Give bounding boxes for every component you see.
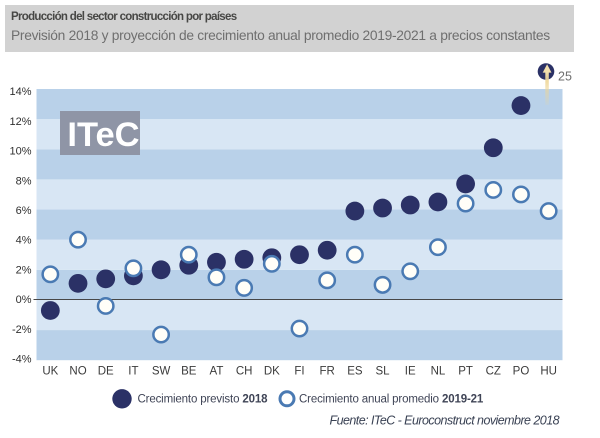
svg-text:-4%: -4%	[12, 354, 32, 366]
svg-text:PO: PO	[513, 366, 530, 378]
svg-text:SL: SL	[376, 366, 391, 378]
svg-text:Crecimiento anual promedio 201: Crecimiento anual promedio 2019-21	[299, 394, 484, 406]
svg-text:NL: NL	[431, 366, 446, 378]
svg-text:BE: BE	[181, 366, 197, 378]
svg-text:2%: 2%	[16, 264, 32, 276]
svg-text:FR: FR	[320, 366, 335, 378]
svg-text:PT: PT	[458, 366, 473, 378]
svg-text:14%: 14%	[9, 86, 31, 98]
svg-text:DE: DE	[98, 366, 114, 378]
svg-text:FI: FI	[294, 366, 304, 378]
svg-text:UK: UK	[42, 366, 58, 378]
svg-text:25: 25	[558, 70, 572, 84]
svg-text:10%: 10%	[9, 146, 31, 158]
svg-text:CH: CH	[236, 366, 253, 378]
svg-text:DK: DK	[264, 366, 280, 378]
svg-text:IT: IT	[128, 366, 138, 378]
svg-text:12%: 12%	[9, 116, 31, 128]
svg-text:Fuente: ITeC - Euroconstruct n: Fuente: ITeC - Euroconstruct noviembre 2…	[330, 414, 560, 428]
svg-text:ES: ES	[347, 366, 363, 378]
svg-text:6%: 6%	[16, 205, 32, 217]
svg-text:4%: 4%	[16, 235, 32, 247]
svg-text:Crecimiento previsto 2018: Crecimiento previsto 2018	[138, 394, 269, 406]
svg-text:8%: 8%	[16, 175, 32, 187]
svg-text:AT: AT	[210, 366, 224, 378]
svg-text:CZ: CZ	[486, 366, 501, 378]
svg-text:-2%: -2%	[12, 324, 32, 336]
svg-text:HU: HU	[540, 366, 557, 378]
svg-text:ITeC: ITeC	[67, 116, 139, 154]
svg-text:NO: NO	[69, 366, 86, 378]
svg-text:0%: 0%	[16, 294, 32, 306]
svg-text:SW: SW	[152, 366, 171, 378]
svg-text:IE: IE	[405, 366, 416, 378]
